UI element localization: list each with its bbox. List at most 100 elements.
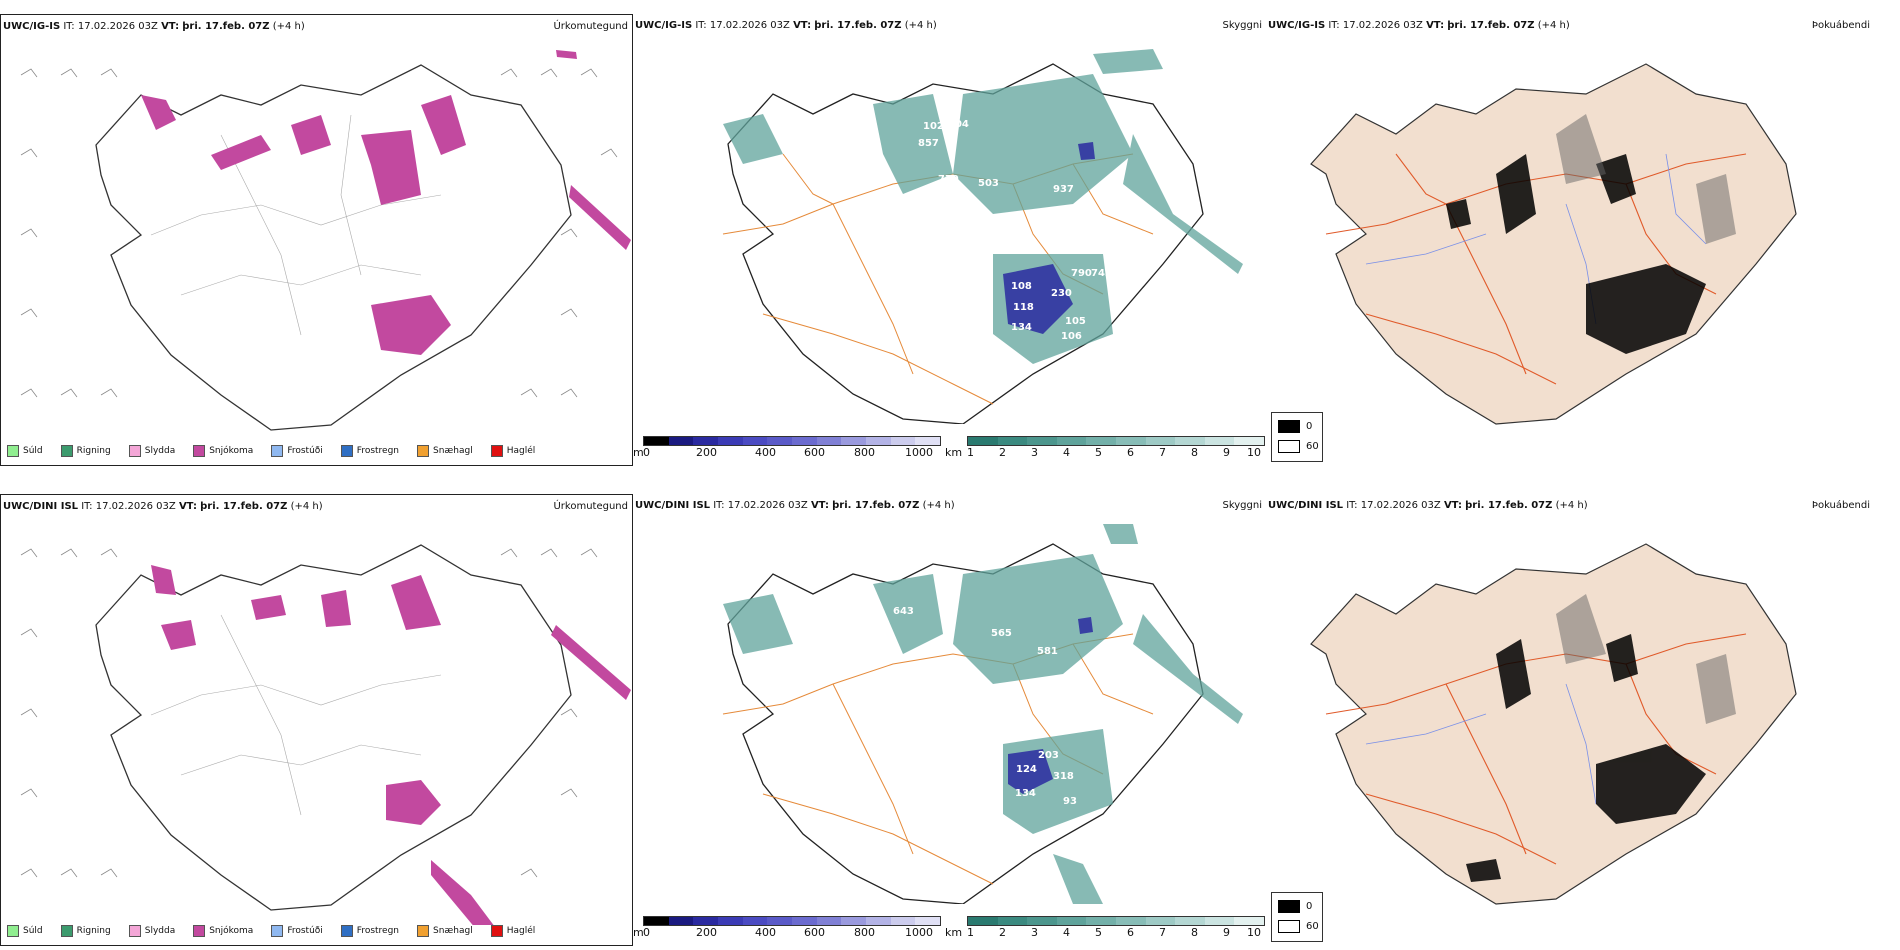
colorbar-unit: km bbox=[945, 446, 963, 459]
tick-label: 10 bbox=[1247, 926, 1261, 939]
colorbar-segment bbox=[841, 917, 867, 925]
tick-label: 2 bbox=[999, 446, 1006, 459]
value-label: 108 bbox=[1011, 281, 1032, 292]
value-label: 565 bbox=[991, 628, 1012, 639]
colorbar-unit: m bbox=[633, 926, 644, 939]
colorbar-strip bbox=[643, 436, 941, 446]
colorbar-segment bbox=[792, 917, 817, 925]
tick-label: 1000 bbox=[905, 926, 933, 939]
colorbar-segment bbox=[1027, 437, 1057, 445]
legend-swatch bbox=[490, 445, 503, 457]
tick-label: 1 bbox=[967, 926, 974, 939]
tick-label: 600 bbox=[804, 926, 825, 939]
colorbar-segment bbox=[1234, 917, 1264, 925]
value-label: 742 bbox=[1091, 268, 1112, 279]
tick-label: 8 bbox=[1191, 926, 1198, 939]
colorbar-segment bbox=[1204, 917, 1235, 925]
fog-map-row2 bbox=[1310, 543, 1797, 905]
tick-label: 6 bbox=[1127, 926, 1134, 939]
legend-swatch bbox=[128, 445, 141, 457]
legend-swatch-black bbox=[1278, 420, 1300, 433]
colorbar-unit: km bbox=[945, 926, 963, 939]
legend-swatch bbox=[417, 445, 430, 457]
colorbar-segment bbox=[816, 437, 842, 445]
panel-title-row2-precip: UWC/DINI ISL IT: 17.02.2026 03Z VT: þri.… bbox=[3, 501, 323, 512]
colorbar-segment bbox=[767, 437, 793, 445]
legend-item-frostudi: Frostúði bbox=[267, 925, 323, 937]
cloud-map-row1: 102 704 857 779 503 937 108 230 790 742 … bbox=[722, 49, 1243, 424]
tick-label: 4 bbox=[1063, 446, 1070, 459]
legend-swatch bbox=[340, 445, 353, 457]
colorbar-segment bbox=[767, 917, 793, 925]
colorbar-segment bbox=[915, 917, 941, 925]
panel-title-row1-fog: UWC/IG-IS IT: 17.02.2026 03Z VT: þri. 17… bbox=[1268, 20, 1570, 31]
colorbar-segment bbox=[1145, 437, 1176, 445]
colorbar-segment bbox=[1027, 917, 1057, 925]
fog-legend-row2: 0 60 bbox=[1271, 892, 1323, 942]
legend-swatch bbox=[60, 925, 73, 937]
legend-item-rigning: Rigning bbox=[57, 445, 111, 457]
value-label: 581 bbox=[1037, 646, 1058, 657]
value-label: 93 bbox=[1063, 796, 1077, 807]
tick-label: 5 bbox=[1095, 446, 1102, 459]
colorbar-unit: m bbox=[633, 446, 644, 459]
fog-panel-row1: UWC/IG-IS IT: 17.02.2026 03Z VT: þri. 17… bbox=[1266, 14, 1900, 466]
legend-item-frostudi: Frostúði bbox=[267, 445, 323, 457]
tick-label: 9 bbox=[1223, 926, 1230, 939]
legend-swatch bbox=[271, 445, 284, 457]
colorbar-segment bbox=[668, 437, 694, 445]
legend-swatch bbox=[193, 925, 206, 937]
value-label: 643 bbox=[893, 606, 914, 617]
colorbar-segment bbox=[890, 917, 916, 925]
legend-swatch bbox=[7, 445, 19, 457]
tick-label: 400 bbox=[755, 926, 776, 939]
legend-item-rigning: Rigning bbox=[57, 925, 111, 937]
colorbar-segment bbox=[866, 437, 891, 445]
legend-swatch-black bbox=[1278, 900, 1300, 913]
colorbar-segment bbox=[1056, 437, 1087, 445]
fog-map-row1 bbox=[1310, 63, 1797, 425]
colorbar-strip bbox=[967, 916, 1265, 926]
colorbar-segment bbox=[816, 917, 842, 925]
tick-label: 1000 bbox=[905, 446, 933, 459]
panel-title-row1-precip: UWC/IG-IS IT: 17.02.2026 03Z VT: þri. 17… bbox=[3, 21, 305, 32]
cloud-map-row2: 643 565 581 203 124 318 134 93 bbox=[722, 524, 1243, 904]
legend-item-snjokoma: Snjókoma bbox=[189, 445, 253, 457]
value-label: 790 bbox=[1071, 268, 1092, 279]
legend-item-hagel: Haglél bbox=[487, 925, 535, 937]
colorbar-segment bbox=[668, 917, 694, 925]
tick-label: 3 bbox=[1031, 446, 1038, 459]
fog-legend-high: 0 bbox=[1306, 901, 1313, 912]
legend-swatch bbox=[193, 445, 206, 457]
value-label: 230 bbox=[1051, 288, 1072, 299]
fog-panel-row2: UWC/DINI ISL IT: 17.02.2026 03Z VT: þri.… bbox=[1266, 494, 1900, 946]
value-label: 134 bbox=[1011, 322, 1032, 333]
tick-label: 200 bbox=[696, 446, 717, 459]
tick-label: 800 bbox=[854, 926, 875, 939]
tick-label: 0 bbox=[643, 926, 650, 939]
product-title-fog: Þokuábendi bbox=[1811, 500, 1870, 511]
tick-label: 0 bbox=[643, 446, 650, 459]
product-title-fog: Þokuábendi bbox=[1811, 20, 1870, 31]
colorbar-strip bbox=[643, 916, 941, 926]
precip-legend-row1: Súld Rigning Slydda Snjókoma Frostúði Fr… bbox=[3, 443, 549, 459]
colorbar-segment bbox=[1175, 437, 1205, 445]
colorbar-segment bbox=[644, 437, 669, 445]
colorbar-segment bbox=[1145, 917, 1176, 925]
colorbar-segment bbox=[718, 437, 743, 445]
product-title-precip: Úrkomutegund bbox=[553, 21, 628, 32]
legend-item-snaehagl: Snæhagl bbox=[413, 445, 473, 457]
legend-swatch bbox=[340, 925, 353, 937]
legend-item-hagel: Haglél bbox=[487, 445, 535, 457]
colorbar-segment bbox=[742, 917, 768, 925]
legend-swatch bbox=[7, 925, 19, 937]
precip-map-row1 bbox=[20, 50, 631, 431]
cloud-base-colorbar-row1: m 0 200 400 600 800 1000 bbox=[633, 436, 941, 466]
colorbar-segment bbox=[997, 917, 1028, 925]
value-label: 118 bbox=[1013, 302, 1034, 313]
product-title-cloud: Skyggni bbox=[1222, 20, 1262, 31]
tick-label: 1 bbox=[967, 446, 974, 459]
tick-label: 800 bbox=[854, 446, 875, 459]
colorbar-segment bbox=[1115, 437, 1146, 445]
colorbar-segment bbox=[890, 437, 916, 445]
